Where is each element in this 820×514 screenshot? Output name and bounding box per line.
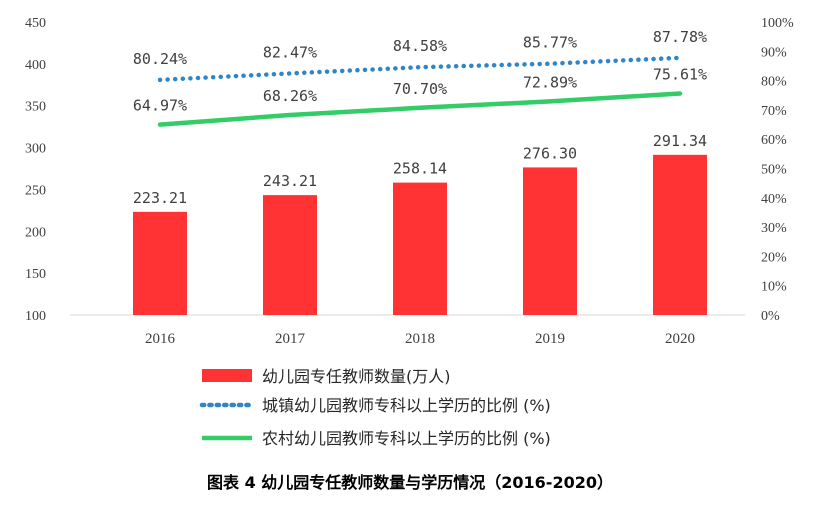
bar (653, 154, 707, 315)
line-value-label: 82.47% (263, 43, 317, 61)
left-axis-tick-label: 100 (25, 309, 46, 324)
right-axis-tick-label: 0% (761, 309, 780, 324)
x-axis-ticks: 2016 2017 2018 2019 2020 (145, 331, 695, 347)
line-value-label: 68.26% (263, 87, 317, 105)
bar-value-label: 223.21 (133, 189, 187, 207)
bar-series (133, 154, 707, 315)
right-axis-tick-label: 40% (761, 192, 787, 207)
right-axis-tick-label: 50% (761, 163, 787, 178)
line-value-label: 70.70% (393, 80, 447, 98)
x-axis-tick-label: 2020 (665, 331, 695, 347)
line-value-label: 72.89% (523, 73, 577, 91)
bar (523, 167, 577, 315)
data-labels: 223.21 243.21 258.14 276.30 291.34 80.24% 82.4… (133, 28, 707, 207)
x-axis-tick-label: 2018 (405, 331, 435, 347)
line-value-label: 87.78% (653, 28, 707, 46)
right-axis-ticks: 0% 10% 20% 30% 40% 50% 60% 70% 80% 90% 100% (761, 16, 794, 324)
bar (393, 182, 447, 315)
legend-label-urban-line: 城镇幼儿园教师专科以上学历的比例 (%) (262, 396, 551, 415)
x-axis-tick-label: 2016 (145, 331, 176, 347)
right-axis-tick-label: 100% (761, 16, 794, 31)
line-value-label: 85.77% (523, 34, 577, 52)
right-axis-tick-label: 20% (761, 250, 787, 265)
urban-ratio-line (157, 55, 683, 83)
bar (133, 211, 187, 315)
line-value-label: 84.58% (393, 37, 447, 55)
left-axis-tick-label: 450 (25, 16, 46, 31)
left-axis-tick-label: 250 (25, 183, 46, 198)
rural-ratio-line (157, 91, 683, 127)
right-axis-tick-label: 30% (761, 221, 787, 236)
left-axis-tick-label: 300 (25, 142, 46, 157)
line-value-label: 64.97% (133, 97, 187, 115)
bar-value-label: 258.14 (393, 160, 447, 178)
left-axis-tick-label: 150 (25, 267, 46, 282)
bar-value-label: 243.21 (263, 172, 317, 190)
left-axis-tick-label: 400 (25, 58, 46, 73)
right-axis-tick-label: 10% (761, 280, 787, 295)
right-axis-tick-label: 70% (761, 104, 787, 119)
left-axis-ticks: 100 150 200 250 300 350 400 450 (25, 16, 46, 324)
bar (263, 195, 317, 315)
x-axis-tick-label: 2017 (275, 331, 306, 347)
left-axis-tick-label: 200 (25, 225, 46, 240)
figure-caption: 图表 4 幼儿园专任教师数量与学历情况（2016-2020） (207, 473, 613, 492)
legend-label-bar: 幼儿园专任教师数量(万人) (262, 367, 451, 386)
legend: 幼儿园专任教师数量(万人) 城镇幼儿园教师专科以上学历的比例 (%) 农村幼儿园… (199, 367, 551, 448)
legend-label-rural-line: 农村幼儿园教师专科以上学历的比例 (%) (262, 429, 551, 448)
bar-value-label: 291.34 (653, 132, 707, 150)
x-axis-tick-label: 2019 (535, 331, 565, 347)
legend-swatch-bar (202, 369, 252, 382)
bar-value-label: 276.30 (523, 144, 577, 162)
line-series (157, 55, 683, 127)
right-axis-tick-label: 60% (761, 133, 787, 148)
right-axis-tick-label: 80% (761, 75, 787, 90)
line-value-label: 80.24% (133, 50, 187, 68)
line-value-label: 75.61% (653, 65, 707, 83)
left-axis-tick-label: 350 (25, 100, 46, 115)
right-axis-tick-label: 90% (761, 45, 787, 60)
